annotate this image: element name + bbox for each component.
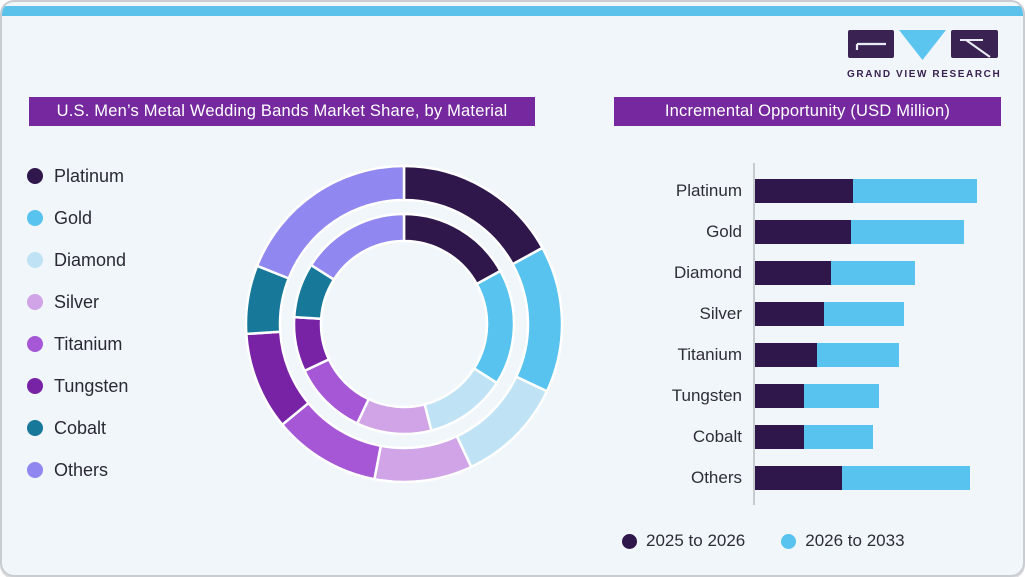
legend-swatch-2025-to-2026 bbox=[622, 533, 637, 549]
bar-segment-others-2025-to-2026 bbox=[755, 466, 842, 490]
legend-label: Silver bbox=[54, 291, 100, 312]
legend-item-platinum: Platinum bbox=[27, 155, 128, 197]
gvr-logo: GRAND VIEW RESEARCH bbox=[847, 29, 1002, 80]
bar-label-cobalt: Cobalt bbox=[692, 427, 742, 446]
legend-item-titanium: Titanium bbox=[27, 323, 128, 365]
legend-swatch-others bbox=[27, 462, 43, 478]
legend-item-silver: Silver bbox=[27, 281, 128, 323]
legend-item-tungsten: Tungsten bbox=[27, 365, 128, 407]
donut-legend: Platinum Gold Diamond Silver Titanium Tu… bbox=[27, 155, 128, 491]
legend-label: Platinum bbox=[54, 165, 125, 186]
donut-segment-inner-gold bbox=[472, 269, 516, 385]
bar-segment-gold-2026-to-2033 bbox=[850, 220, 964, 244]
bar-row-others bbox=[755, 466, 971, 490]
bar-row-diamond bbox=[755, 261, 915, 285]
donut-segment-inner-others bbox=[309, 212, 406, 281]
bar-segment-diamond-2025-to-2026 bbox=[755, 261, 831, 285]
bar-row-gold bbox=[755, 220, 964, 244]
bar-label-gold: Gold bbox=[706, 222, 742, 241]
legend-label: Tungsten bbox=[54, 375, 129, 396]
legend-swatch-diamond bbox=[27, 252, 43, 268]
bar-row-titanium bbox=[755, 343, 900, 367]
bar-row-platinum bbox=[755, 179, 977, 203]
donut-segment-outer-silver bbox=[373, 434, 473, 484]
legend-label: Others bbox=[54, 459, 109, 480]
bar-label-tungsten: Tungsten bbox=[671, 386, 742, 405]
legend-label: 2026 to 2033 bbox=[805, 531, 905, 550]
logo-v-icon bbox=[899, 30, 946, 60]
right-chart-title: Incremental Opportunity (USD Million) bbox=[614, 97, 1001, 126]
bar-segment-platinum-2025-to-2026 bbox=[755, 179, 853, 203]
donut-segment-outer-others bbox=[255, 164, 406, 280]
left-chart-title: U.S. Men’s Metal Wedding Bands Market Sh… bbox=[29, 97, 535, 126]
legend-swatch-titanium bbox=[27, 336, 43, 352]
logo-wordmark: GRAND VIEW RESEARCH bbox=[847, 69, 1002, 80]
legend-item-gold: Gold bbox=[27, 197, 128, 239]
logo-g-glyph bbox=[855, 42, 886, 50]
legend-swatch-gold bbox=[27, 210, 43, 226]
bar-label-titanium: Titanium bbox=[677, 345, 742, 364]
legend-swatch-silver bbox=[27, 294, 43, 310]
bar-segment-silver-2026-to-2033 bbox=[823, 302, 904, 326]
bar-label-others: Others bbox=[690, 468, 742, 487]
gvr-logo-icon bbox=[848, 30, 998, 60]
logo-r-glyph bbox=[960, 39, 991, 58]
legend-item-2026-to-2033: 2026 to 2033 bbox=[781, 531, 905, 551]
legend-label: Titanium bbox=[54, 333, 123, 354]
legend-swatch-platinum bbox=[27, 168, 43, 184]
bar-segment-titanium-2025-to-2026 bbox=[755, 343, 818, 367]
legend-item-diamond: Diamond bbox=[27, 239, 128, 281]
legend-swatch-tungsten bbox=[27, 378, 43, 394]
bar-segment-cobalt-2025-to-2026 bbox=[755, 425, 804, 449]
bar-segment-diamond-2026-to-2033 bbox=[830, 261, 915, 285]
legend-item-cobalt: Cobalt bbox=[27, 407, 128, 449]
legend-label: Cobalt bbox=[54, 417, 107, 438]
bar-label-platinum: Platinum bbox=[675, 181, 742, 200]
bar-segment-platinum-2026-to-2033 bbox=[852, 179, 977, 203]
bar-row-tungsten bbox=[755, 384, 880, 408]
bar-segment-tungsten-2025-to-2026 bbox=[755, 384, 804, 408]
bar-label-diamond: Diamond bbox=[673, 263, 742, 282]
top-accent-bar bbox=[2, 6, 1023, 16]
bar-chart-legend: 2025 to 2026 2026 to 2033 bbox=[622, 530, 905, 552]
donut-segment-outer-gold bbox=[511, 246, 564, 393]
legend-label: 2025 to 2026 bbox=[646, 531, 746, 550]
bar-segment-others-2026-to-2033 bbox=[841, 466, 971, 490]
legend-item-others: Others bbox=[27, 449, 128, 491]
bar-segment-silver-2025-to-2026 bbox=[755, 302, 824, 326]
bar-chart-axis bbox=[753, 163, 755, 505]
bar-row-cobalt bbox=[755, 425, 873, 449]
donut-segment-inner-tungsten bbox=[292, 315, 331, 373]
bar-row-silver bbox=[755, 302, 904, 326]
legend-swatch-2026-to-2033 bbox=[781, 533, 797, 549]
bar-segment-tungsten-2026-to-2033 bbox=[803, 384, 880, 408]
bar-label-silver: Silver bbox=[699, 304, 742, 323]
bar-segment-gold-2025-to-2026 bbox=[755, 220, 851, 244]
bar-segment-titanium-2026-to-2033 bbox=[817, 343, 900, 367]
legend-swatch-cobalt bbox=[27, 420, 43, 436]
logo-r-tile bbox=[951, 30, 998, 58]
donut-chart bbox=[244, 164, 564, 484]
donut-segment-inner-silver bbox=[355, 397, 433, 436]
legend-label: Diamond bbox=[54, 249, 127, 270]
legend-item-2025-to-2026: 2025 to 2026 bbox=[622, 531, 745, 551]
legend-label: Gold bbox=[54, 207, 93, 228]
bar-segment-cobalt-2026-to-2033 bbox=[803, 425, 873, 449]
